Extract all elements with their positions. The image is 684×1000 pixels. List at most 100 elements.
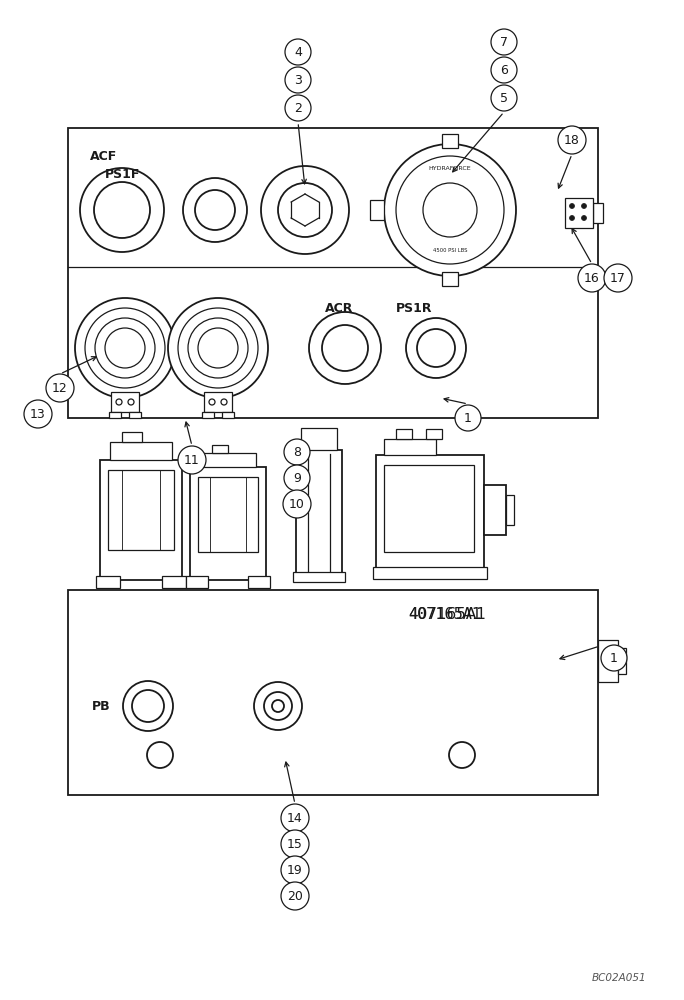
Circle shape <box>264 692 292 720</box>
Bar <box>190 467 266 580</box>
Bar <box>162 576 186 588</box>
Text: 4500 PSI LBS: 4500 PSI LBS <box>433 247 467 252</box>
Circle shape <box>281 830 309 858</box>
Bar <box>108 470 174 550</box>
Circle shape <box>396 156 504 264</box>
Bar <box>200 453 256 467</box>
Bar <box>484 485 506 535</box>
Circle shape <box>178 446 206 474</box>
Circle shape <box>322 325 368 371</box>
Circle shape <box>128 399 134 405</box>
Text: 4: 4 <box>294 45 302 58</box>
Circle shape <box>455 405 481 431</box>
Bar <box>202 412 214 418</box>
Text: 18: 18 <box>564 133 580 146</box>
Text: 7: 7 <box>500 35 508 48</box>
Bar <box>593 203 603 223</box>
Bar <box>129 412 141 418</box>
Bar <box>618 648 626 674</box>
Circle shape <box>570 204 575 209</box>
Bar <box>396 429 412 439</box>
Circle shape <box>581 216 586 221</box>
Bar <box>442 134 458 148</box>
Circle shape <box>94 182 150 238</box>
Bar <box>222 412 234 418</box>
Circle shape <box>188 318 248 378</box>
Circle shape <box>384 144 516 276</box>
Circle shape <box>449 742 475 768</box>
Bar <box>68 590 598 795</box>
Text: 5: 5 <box>500 92 508 104</box>
Circle shape <box>261 166 349 254</box>
Bar <box>296 450 342 582</box>
Bar <box>111 392 139 412</box>
Text: 1: 1 <box>464 412 472 424</box>
Circle shape <box>285 39 311 65</box>
Text: 16: 16 <box>584 271 600 284</box>
Bar <box>384 439 436 455</box>
Bar <box>565 198 593 228</box>
Bar <box>598 640 618 682</box>
Text: ACF: ACF <box>90 150 117 163</box>
Bar <box>109 412 121 418</box>
Bar <box>442 272 458 286</box>
Circle shape <box>417 329 455 367</box>
Circle shape <box>209 399 215 405</box>
Text: ACR: ACR <box>325 302 354 315</box>
Circle shape <box>147 742 173 768</box>
Text: 13: 13 <box>30 408 46 420</box>
Circle shape <box>195 190 235 230</box>
Circle shape <box>75 298 175 398</box>
Bar <box>248 576 270 588</box>
Bar <box>384 465 474 552</box>
Bar <box>198 477 258 552</box>
Bar <box>96 576 120 588</box>
Bar <box>293 572 345 582</box>
Bar <box>373 567 487 579</box>
Circle shape <box>604 264 632 292</box>
Circle shape <box>581 204 586 209</box>
Circle shape <box>178 308 258 388</box>
Text: PB: PB <box>92 700 111 713</box>
Circle shape <box>309 312 381 384</box>
Circle shape <box>168 298 268 398</box>
Circle shape <box>198 328 238 368</box>
Text: 15: 15 <box>287 838 303 850</box>
Circle shape <box>491 57 517 83</box>
Circle shape <box>285 95 311 121</box>
Text: 9: 9 <box>293 472 301 485</box>
Text: 11: 11 <box>184 454 200 466</box>
Bar <box>100 460 182 580</box>
Circle shape <box>284 465 310 491</box>
Circle shape <box>46 374 74 402</box>
Bar <box>301 428 337 450</box>
Circle shape <box>116 399 122 405</box>
Circle shape <box>24 400 52 428</box>
Circle shape <box>221 399 227 405</box>
Circle shape <box>601 645 627 671</box>
Circle shape <box>491 29 517 55</box>
Circle shape <box>272 700 284 712</box>
Text: 1: 1 <box>610 652 618 664</box>
Circle shape <box>80 168 164 252</box>
Text: 6: 6 <box>500 64 508 77</box>
Bar <box>122 432 142 442</box>
Circle shape <box>281 882 309 910</box>
Bar <box>426 429 442 439</box>
Circle shape <box>285 67 311 93</box>
Circle shape <box>284 439 310 465</box>
Bar <box>212 445 228 453</box>
Text: 17: 17 <box>610 271 626 284</box>
Bar <box>110 442 172 460</box>
Bar <box>376 455 484 577</box>
Text: 19: 19 <box>287 863 303 876</box>
Circle shape <box>123 681 173 731</box>
Text: 10: 10 <box>289 497 305 510</box>
Text: 20: 20 <box>287 890 303 902</box>
Text: 2: 2 <box>294 102 302 114</box>
Circle shape <box>132 690 164 722</box>
Circle shape <box>183 178 247 242</box>
Text: PS1F: PS1F <box>105 168 140 181</box>
Text: 407165A1: 407165A1 <box>408 607 481 622</box>
Bar <box>506 495 514 525</box>
